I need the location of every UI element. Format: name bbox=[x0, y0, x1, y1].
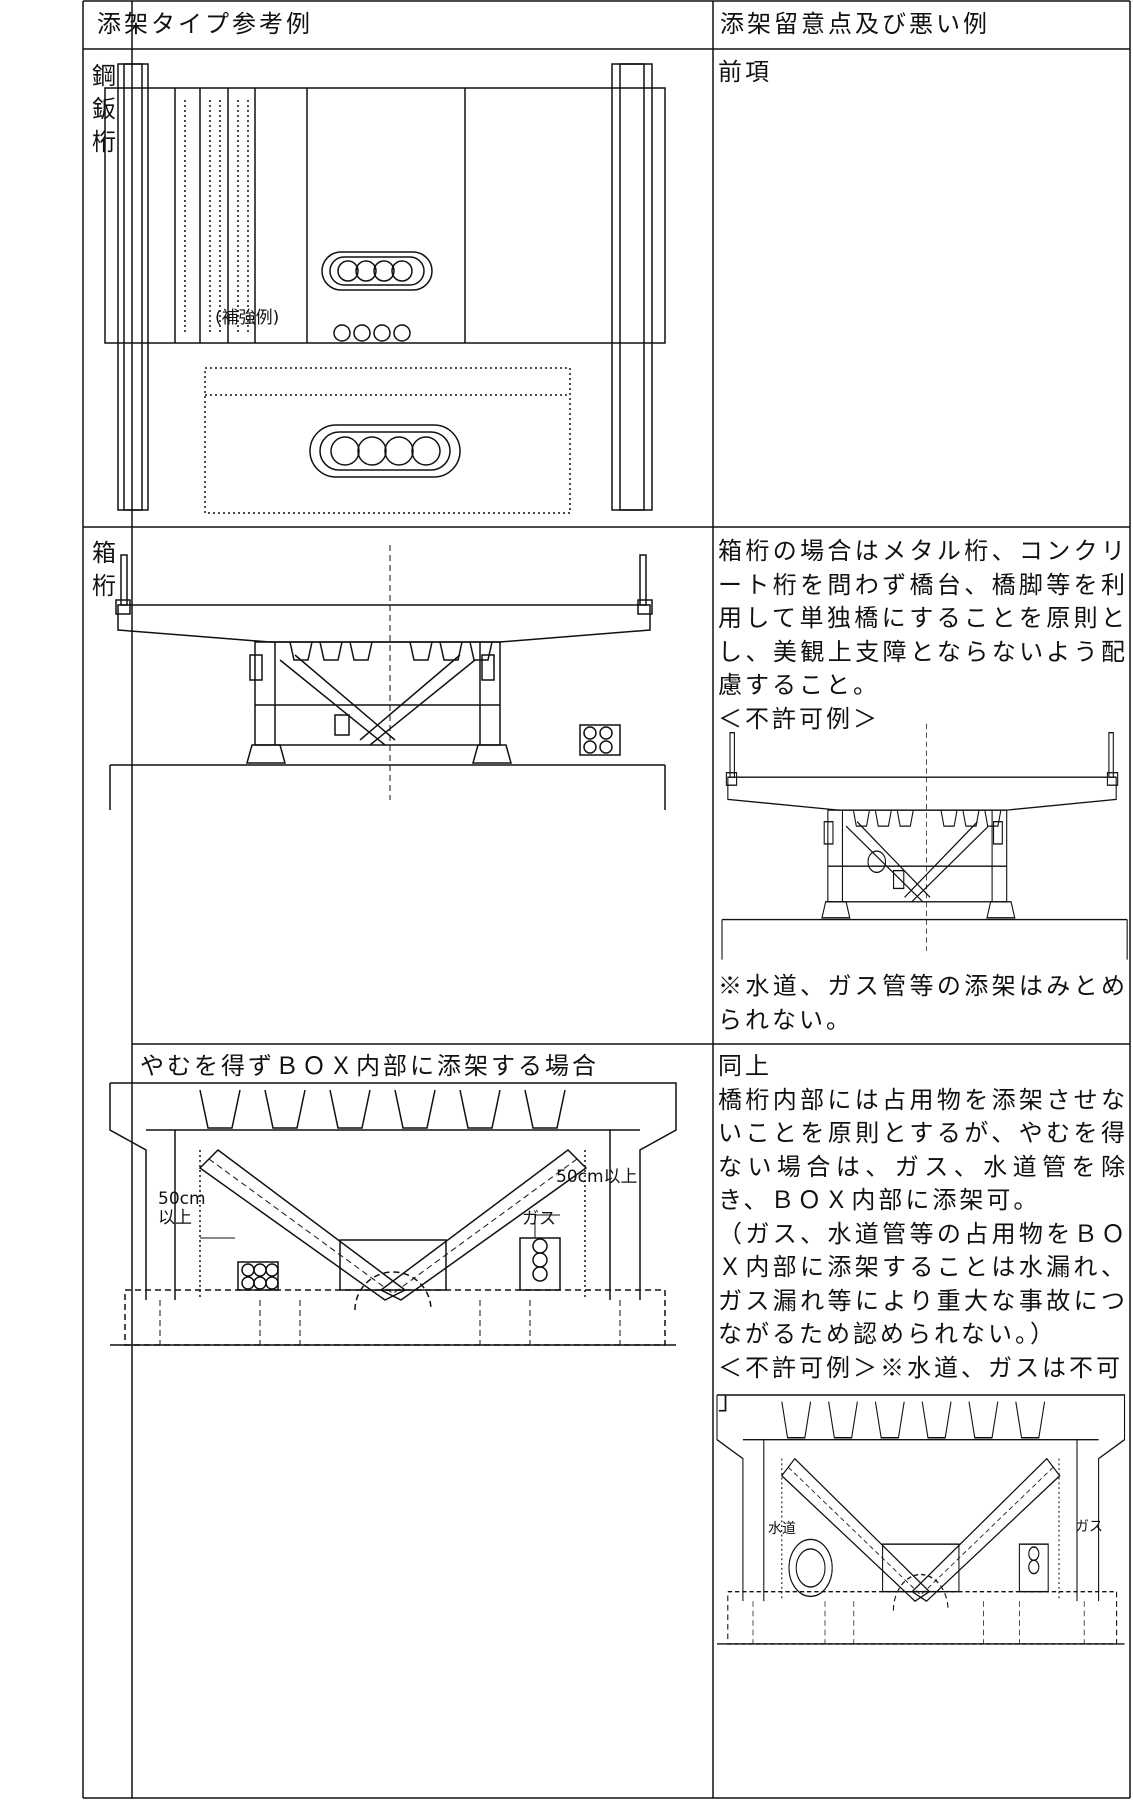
note: 前項 bbox=[718, 58, 772, 86]
figure-label: 50cm以上 bbox=[556, 1167, 638, 1187]
row-label: 箱桁 bbox=[92, 539, 116, 600]
table-borders bbox=[82, 0, 1131, 1799]
note: ＜不許可例＞※水道、ガスは不可 bbox=[718, 1353, 1123, 1382]
notes: 箱桁の場合はメタル桁、コンクリート桁を問わず橋台、橋脚等を利用して単独橋にするこ… bbox=[718, 535, 1128, 736]
note: 箱桁の場合はメタル桁、コンクリート桁を問わず橋台、橋脚等を利用して単独橋にするこ… bbox=[718, 537, 1128, 699]
plate-girder-figure bbox=[104, 63, 666, 514]
note: ※水道、ガス管等の添架はみとめられない。 bbox=[718, 972, 1128, 1034]
box-interior-figure bbox=[109, 1082, 677, 1346]
note: 同上 bbox=[718, 1052, 772, 1080]
row-label: 鋼鈑桁 bbox=[92, 62, 116, 156]
note: 」 bbox=[718, 1387, 745, 1415]
box-girder-figure bbox=[109, 544, 666, 811]
figure-label: ガス bbox=[1075, 1519, 1103, 1535]
notes: 前項 bbox=[718, 56, 1128, 90]
note: （ガス、水道管等の占用物をＢＯＸ内部に添架することは水漏れ、ガス漏れ等により重大… bbox=[718, 1219, 1128, 1349]
figure-label: ガス bbox=[522, 1209, 556, 1229]
box-interior-bad-example bbox=[716, 1394, 1126, 1645]
figure-caption: やむを得ずＢＯＸ内部に添架する場合 bbox=[140, 1052, 599, 1080]
note: ＜不許可例＞ bbox=[718, 704, 880, 733]
note: 橋桁内部には占用物を添架させないことを原則とするが、やむを得ない場合は、ガス、水… bbox=[718, 1085, 1128, 1215]
box-girder-bad-example bbox=[721, 723, 1128, 961]
header-notes: 添架留意点及び悪い例 bbox=[720, 10, 990, 38]
figure-label: 50cm 以上 bbox=[158, 1189, 206, 1228]
notes: 同上 橋桁内部には占用物を添架させないことを原則とするが、やむを得ない場合は、ガ… bbox=[718, 1050, 1128, 1419]
figure-label: (補強例) bbox=[215, 308, 280, 328]
header-type: 添架タイプ参考例 bbox=[97, 10, 313, 38]
figure-label: 水道 bbox=[768, 1521, 796, 1537]
notes: ※水道、ガス管等の添架はみとめられない。 bbox=[718, 970, 1128, 1037]
